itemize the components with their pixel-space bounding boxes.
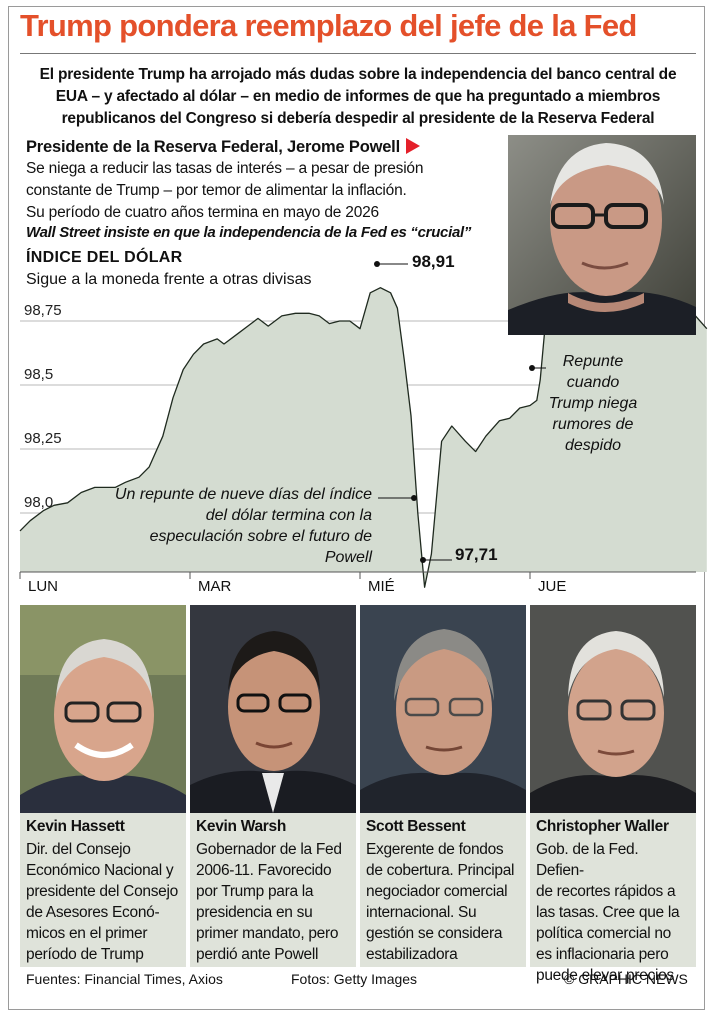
page-title: Trump pondera reemplazo del jefe de la F…	[20, 8, 637, 43]
candidate-description-line: Gob. de la Fed. Defien-	[536, 841, 639, 879]
y-tick-label: 98,25	[24, 430, 62, 447]
candidate-description-line: las tasas. Cree que la	[536, 904, 680, 921]
peak-value-label: 98,91	[412, 252, 455, 271]
footer-copyright: © GRAPHIC NEWS	[564, 971, 688, 987]
candidate-description-line: primer mandato, pero	[196, 925, 339, 942]
rebound-annotation: Repunte cuando Trump niega rumores de de…	[548, 353, 638, 454]
y-axis-ticks: 98,0 98,25 98,5 98,75	[24, 302, 62, 511]
powell-photo	[508, 135, 696, 335]
candidate-description: Gobernador de la Fed 2006-11. Favorecido…	[196, 839, 350, 965]
candidate-description-line: de cobertura. Principal	[366, 862, 515, 879]
powell-desc-line-4: Wall Street insiste en que la independen…	[26, 224, 472, 241]
candidate-name: Kevin Hassett	[26, 818, 125, 835]
drop-annotation: Un repunte de nueve días del índice del …	[114, 486, 372, 566]
powell-heading-text: Presidente de la Reserva Federal, Jerome…	[26, 138, 400, 156]
powell-desc-line-3: Su período de cuatro años termina en may…	[26, 204, 379, 221]
x-tick-label: MIÉ	[368, 578, 395, 595]
candidate-description-line: perdió ante Powell	[196, 946, 319, 963]
footer-sources: Fuentes: Financial Times, Axios	[26, 971, 223, 987]
candidate-description-line: presidente del Consejo	[26, 883, 178, 900]
candidate-description-line: Gobernador de la Fed	[196, 841, 342, 858]
y-tick-label: 98,75	[24, 302, 62, 319]
candidate-description-line: negociador comercial	[366, 883, 508, 900]
hassett-photo	[20, 605, 186, 813]
candidate-description: Gob. de la Fed. Defien- de recortes rápi…	[536, 839, 690, 986]
candidate-description-line: política comercial no	[536, 925, 671, 942]
x-tick-label: MAR	[198, 578, 232, 595]
x-tick-label: JUE	[538, 578, 566, 595]
x-axis-ticks: LUN MAR MIÉ JUE	[19, 571, 696, 595]
candidate-description-line: Dir. del Consejo	[26, 841, 131, 858]
candidate-name: Kevin Warsh	[196, 818, 287, 835]
candidate-description-line: gestión se considera	[366, 925, 503, 942]
title-divider	[20, 53, 696, 54]
intro-paragraph: El presidente Trump ha arrojado más duda…	[39, 66, 677, 127]
candidate-description-line: presidencia en su	[196, 904, 313, 921]
powell-heading: Presidente de la Reserva Federal, Jerome…	[26, 138, 420, 157]
hassett-bio: Kevin Hassett Dir. del Consejo Económico…	[20, 813, 186, 967]
low-value-label: 97,71	[455, 545, 498, 564]
candidate-description-line: es inflacionaria pero	[536, 946, 669, 963]
powell-desc-line-2: constante de Trump – por temor de alimen…	[26, 182, 407, 199]
candidate-description: Exgerente de fondos de cobertura. Princi…	[366, 839, 520, 965]
y-tick-label: 98,5	[24, 366, 53, 383]
dollar-index-area	[20, 287, 707, 588]
footer-photo-credit: Fotos: Getty Images	[291, 971, 418, 987]
bessent-bio: Scott Bessent Exgerente de fondos de cob…	[360, 813, 526, 967]
candidate-name: Scott Bessent	[366, 818, 466, 835]
waller-photo	[530, 605, 696, 813]
dollar-index-chart: 98,0 98,25 98,5 98,75 LUN MAR MIÉ JUE	[19, 261, 708, 595]
candidate-description-line: estabilizadora	[366, 946, 458, 963]
candidate-description-line: período de Trump	[26, 946, 144, 963]
warsh-bio: Kevin Warsh Gobernador de la Fed 2006-11…	[190, 813, 356, 967]
candidate-description-line: puede elevar precios	[536, 967, 674, 984]
x-tick-label: LUN	[28, 578, 58, 595]
candidate-name: Christopher Waller	[536, 818, 669, 835]
candidate-description-line: Económico Nacional y	[26, 862, 174, 879]
warsh-photo	[190, 605, 356, 813]
candidate-description-line: 2006-11. Favorecido	[196, 862, 332, 879]
candidate-description: Dir. del Consejo Económico Nacional y pr…	[26, 839, 180, 965]
chart-title: ÍNDICE DEL DÓLAR	[26, 249, 183, 266]
play-triangle-icon	[405, 138, 420, 154]
candidate-description-line: micos en el primer	[26, 925, 148, 942]
powell-desc-line-1: Se niega a reducir las tasas de interés …	[26, 160, 424, 177]
candidate-description-line: de Asesores Econó-	[26, 904, 160, 921]
candidate-description-line: por Trump para la	[196, 883, 314, 900]
chart-subtitle: Sigue a la moneda frente a otras divisas	[26, 271, 312, 288]
y-tick-label: 98,0	[24, 494, 53, 511]
candidate-description-line: Exgerente de fondos	[366, 841, 504, 858]
chart-markers	[374, 261, 546, 563]
waller-bio: Christopher Waller Gob. de la Fed. Defie…	[530, 813, 696, 984]
candidate-description-line: de recortes rápidos a	[536, 883, 676, 900]
candidate-description-line: internacional. Su	[366, 904, 477, 921]
bessent-photo	[360, 605, 526, 813]
